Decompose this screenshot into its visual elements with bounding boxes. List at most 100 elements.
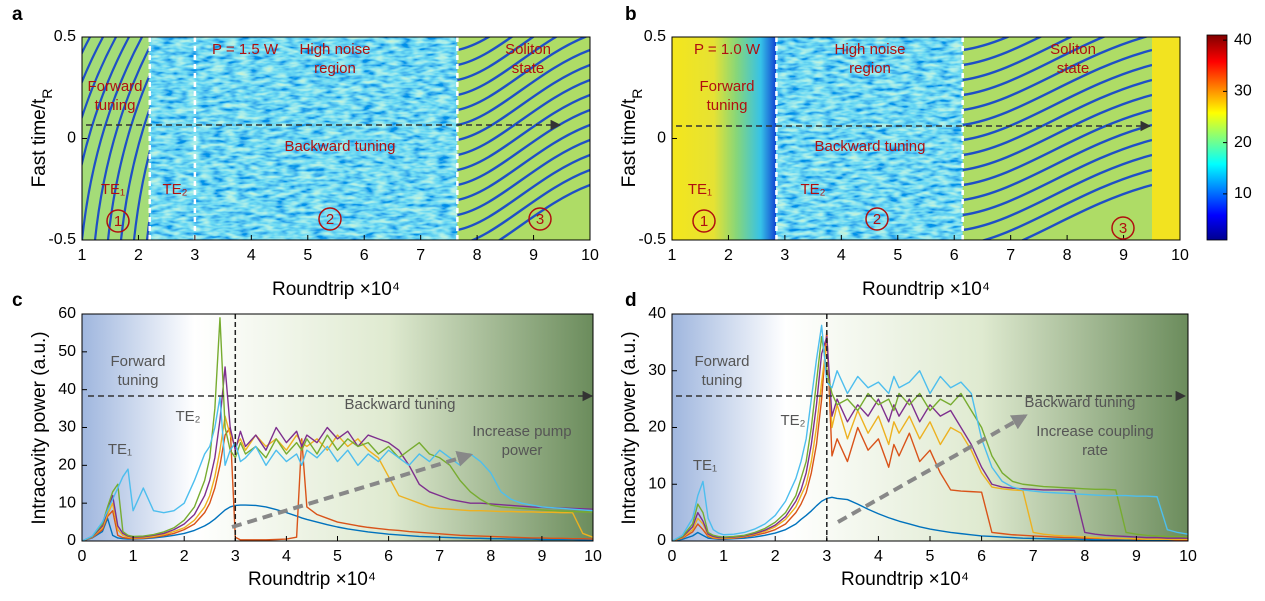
stripe bbox=[962, 37, 1150, 112]
x-tick-label: 6 bbox=[360, 247, 369, 264]
x-tick-label: 10 bbox=[581, 247, 599, 264]
x-tick-label: 10 bbox=[584, 548, 602, 565]
annotation: TE₂ bbox=[163, 181, 188, 198]
annotation: rate bbox=[1082, 442, 1108, 459]
x-tick-label: 2 bbox=[724, 247, 733, 264]
x-tick-label: 6 bbox=[384, 548, 393, 565]
region-circle bbox=[528, 207, 552, 231]
region-circle bbox=[106, 209, 130, 233]
stripe bbox=[457, 0, 590, 35]
region-circle bbox=[1111, 216, 1135, 240]
x-tick-label: 8 bbox=[486, 548, 495, 565]
y-tick-label: 20 bbox=[58, 457, 76, 474]
annotation: High noise bbox=[835, 41, 906, 58]
y-tick-label: 50 bbox=[58, 343, 76, 360]
stripe bbox=[457, 93, 590, 172]
y-tick-label: -0.5 bbox=[638, 231, 666, 248]
colorbar-tick-label: 40 bbox=[1234, 31, 1252, 48]
y-tick-label: 0 bbox=[657, 532, 666, 549]
x-tick-label: 3 bbox=[780, 247, 789, 264]
stripe bbox=[962, 48, 1153, 127]
x-tick-label: 5 bbox=[926, 548, 935, 565]
x-tick-label: 2 bbox=[180, 548, 189, 565]
region-label: 1 bbox=[700, 213, 708, 230]
series-line bbox=[82, 415, 593, 541]
annotation: power bbox=[502, 442, 543, 459]
y-tick-label: 10 bbox=[58, 494, 76, 511]
plot-area bbox=[82, 314, 593, 541]
annotation: TE₁ bbox=[101, 181, 125, 198]
x-tick-label: 1 bbox=[668, 247, 677, 264]
y-tick-label: 0 bbox=[657, 130, 666, 147]
y-tick-label: 20 bbox=[648, 419, 666, 436]
annotation: region bbox=[849, 60, 891, 77]
annotation: P = 1.0 W bbox=[694, 41, 761, 58]
stripe bbox=[497, 183, 590, 240]
stripe bbox=[962, 37, 1043, 67]
stripe bbox=[962, 63, 1153, 142]
region-circle bbox=[865, 207, 889, 231]
stripe bbox=[457, 138, 590, 217]
annotation: Increase coupling bbox=[1036, 423, 1154, 440]
plot-area bbox=[672, 37, 1180, 240]
panel-label: a bbox=[12, 4, 23, 25]
y-tick-label: 40 bbox=[58, 381, 76, 398]
y-tick-label: 0 bbox=[67, 130, 76, 147]
region-label: 3 bbox=[1119, 220, 1127, 237]
y-axis-label-text: Fast time/t bbox=[619, 98, 640, 187]
annotation: Soliton bbox=[1050, 41, 1096, 58]
stripe bbox=[962, 138, 1153, 217]
annotation: Backward tuning bbox=[1025, 394, 1136, 411]
stripe bbox=[962, 37, 1074, 82]
series-line bbox=[82, 317, 593, 541]
stripe bbox=[457, 123, 590, 202]
stripe bbox=[82, 37, 117, 121]
x-tick-label: 5 bbox=[893, 247, 902, 264]
x-axis-label: Roundtrip ×10⁴ bbox=[841, 569, 969, 590]
annotation: tuning bbox=[702, 372, 743, 389]
stripe bbox=[1020, 183, 1153, 240]
y-axis-label-text: Intracavity power (a.u.) bbox=[619, 331, 640, 524]
colorbar-tick-label: 30 bbox=[1234, 83, 1252, 100]
annotation: state bbox=[512, 60, 545, 77]
x-tick-label: 10 bbox=[1171, 247, 1189, 264]
annotation: Soliton bbox=[505, 41, 551, 58]
trend-arrow bbox=[837, 414, 1028, 524]
y-axis-label: Fast time/tR bbox=[29, 89, 55, 188]
x-tick-label: 1 bbox=[78, 247, 87, 264]
y-axis-label: Intracavity power (a.u.) bbox=[619, 331, 640, 524]
y-axis-label-text: Fast time/t bbox=[29, 98, 50, 187]
plot-area bbox=[82, 0, 590, 240]
stripe bbox=[962, 108, 1153, 187]
x-tick-label: 4 bbox=[282, 548, 291, 565]
annotation: TE₁ bbox=[693, 457, 717, 474]
annotation: TE₁ bbox=[108, 441, 132, 458]
x-tick-label: 0 bbox=[668, 548, 677, 565]
x-tick-label: 5 bbox=[303, 247, 312, 264]
stripe bbox=[457, 37, 589, 112]
x-tick-label: 9 bbox=[1119, 247, 1128, 264]
annotation: P = 1.5 W bbox=[212, 41, 279, 58]
noise-region bbox=[776, 37, 963, 240]
annotation: TE₁ bbox=[688, 181, 712, 198]
stripe bbox=[457, 37, 491, 52]
annotation: TE₂ bbox=[801, 181, 826, 198]
x-tick-label: 2 bbox=[134, 247, 143, 264]
x-tick-label: 1 bbox=[719, 548, 728, 565]
annotation: TE₂ bbox=[176, 408, 201, 425]
annotation: Forward bbox=[699, 78, 754, 95]
x-axis-label: Roundtrip ×10⁴ bbox=[272, 279, 400, 300]
annotation: tuning bbox=[95, 97, 136, 114]
stripe bbox=[962, 93, 1153, 172]
stripe bbox=[82, 37, 104, 85]
annotation: Forward bbox=[87, 78, 142, 95]
x-tick-label: 7 bbox=[1006, 247, 1015, 264]
annotation: Backward tuning bbox=[285, 138, 396, 155]
x-tick-label: 8 bbox=[473, 247, 482, 264]
stripe bbox=[457, 108, 590, 187]
region-circle bbox=[318, 207, 342, 231]
x-tick-label: 8 bbox=[1063, 247, 1072, 264]
y-tick-label: 0.5 bbox=[644, 28, 666, 45]
x-tick-label: 8 bbox=[1080, 548, 1089, 565]
stripe bbox=[82, 37, 130, 168]
